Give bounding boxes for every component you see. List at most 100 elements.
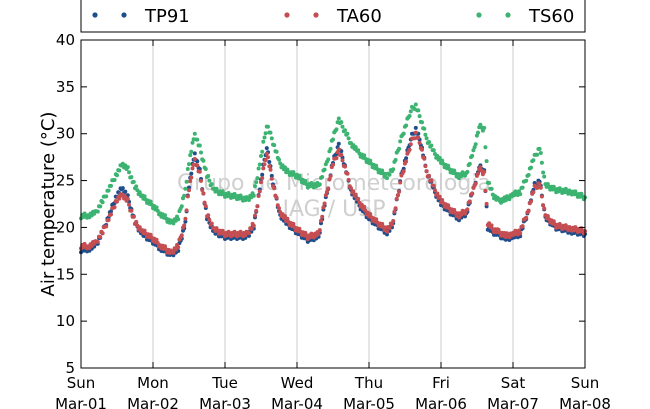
data-point [148,232,153,237]
data-point [269,173,274,178]
data-point [303,178,308,183]
data-point [274,195,279,200]
data-point [407,147,412,152]
data-point [190,140,195,145]
data-point [524,215,529,220]
data-point [179,204,184,209]
data-point [148,199,153,204]
data-point [473,181,478,186]
data-point [206,213,211,218]
data-point [507,197,512,202]
data-point [349,186,353,191]
data-point [336,116,341,121]
legend-label: TP91 [144,6,190,27]
data-point [474,133,479,138]
legend-frame [80,0,586,33]
data-point [336,141,341,146]
data-point [545,214,550,218]
data-point [183,219,188,224]
data-point [260,172,265,177]
data-point [206,174,211,178]
data-point [268,167,273,172]
data-point [247,231,251,236]
data-point [408,142,413,147]
data-point [336,147,341,152]
data-point [183,216,188,221]
data-point [345,131,350,136]
data-point [343,128,347,133]
y-tick-label: 20 [56,218,75,236]
x-tick-label-date: Mar-07 [487,395,539,409]
data-point [542,206,547,211]
data-point [356,196,361,201]
data-point [317,182,322,187]
data-point [163,213,167,218]
data-point [209,221,214,226]
data-point [254,180,259,185]
data-point [413,125,418,130]
data-point [368,212,373,216]
data-point [266,124,270,129]
data-point [362,153,367,158]
legend-entry-TS60: TS60 [476,6,574,27]
data-point [297,173,302,178]
data-point [457,218,461,223]
y-tick-label: 10 [56,312,75,330]
data-point [316,232,321,236]
data-point [98,235,103,239]
data-point [391,219,396,223]
data-point [106,188,111,193]
data-point [269,136,274,141]
data-point [163,244,167,249]
data-point [374,217,379,222]
data-point [134,184,139,189]
x-tick-label-day: Thu [354,374,383,392]
series-TA60 [79,130,587,255]
data-point [393,158,398,162]
x-tick-label-day: Tue [211,374,238,392]
data-point [277,157,281,162]
data-point [255,204,260,209]
data-point [203,204,208,209]
data-point [334,127,339,132]
data-point [297,226,302,231]
data-point [452,207,457,212]
data-point [417,114,422,119]
data-point [131,214,136,219]
data-point [345,171,350,176]
data-point [465,207,470,212]
data-point [424,169,429,174]
data-point [95,239,100,244]
data-point [192,157,197,161]
data-point [257,189,262,194]
legend-label: TA60 [336,6,382,27]
data-point [137,225,142,230]
x-tick-label-day: Sun [67,374,96,392]
data-point [188,153,193,158]
data-point [247,233,251,238]
data-point [263,158,268,163]
data-point [117,168,122,173]
data-point [404,159,409,164]
data-point [483,145,488,150]
data-point [272,186,277,191]
data-point [154,237,159,242]
legend-entry-TP91: TP91 [92,6,190,27]
data-point [317,228,322,233]
data-point [463,211,467,216]
x-axis: Sun Mar-01 Mon Mar-02 Tue Mar-03 Wed Mar-04 Thu M… [55,40,611,409]
x-tick-label-date: Mar-06 [415,395,467,409]
data-point [277,206,281,211]
data-point [123,189,128,194]
x-tick-label-day: Wed [281,374,314,392]
data-point [340,158,345,163]
data-point [489,186,494,191]
data-point [261,166,266,171]
data-point [199,178,203,183]
data-point [322,201,327,206]
x-tick-label-day: Sun [571,374,600,392]
data-point [291,221,296,226]
data-point [404,123,409,128]
data-point [187,185,191,190]
data-point [184,208,189,213]
